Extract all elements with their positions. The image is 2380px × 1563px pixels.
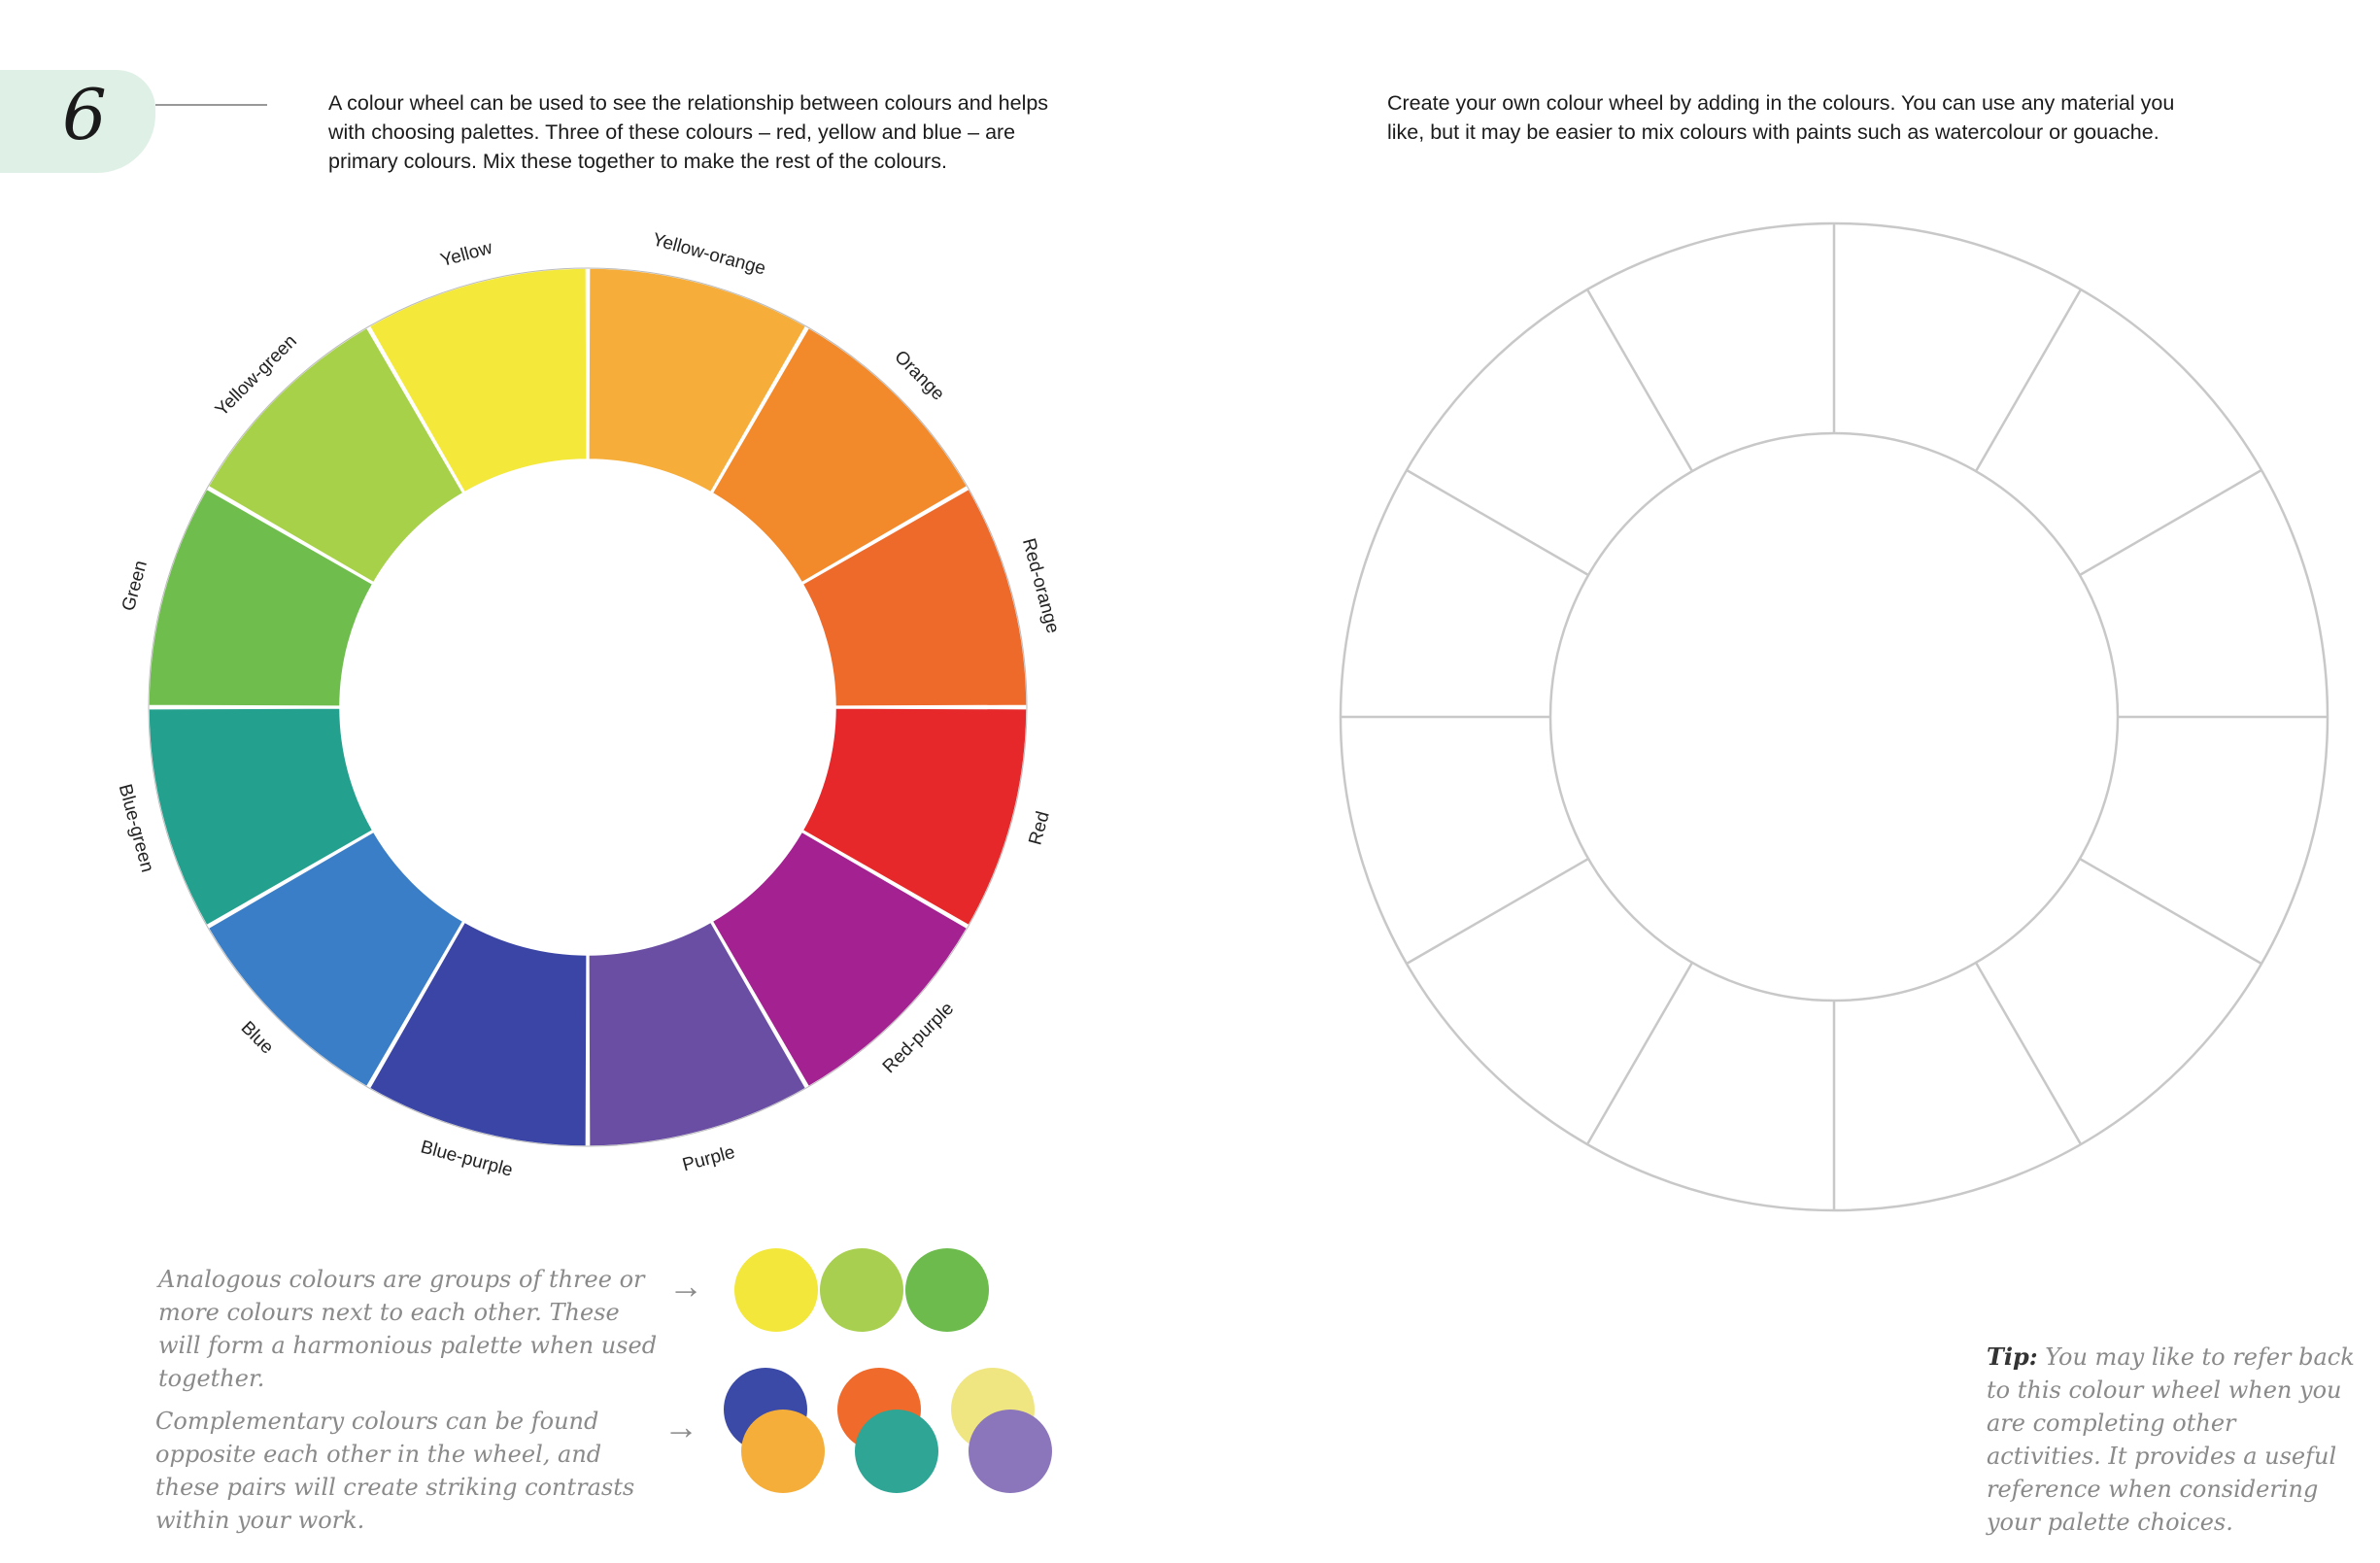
wheel-segment-red-purple: [711, 831, 969, 1088]
analogous-text: Analogous colours are groups of three or…: [158, 1266, 658, 1392]
blank-wheel-divider: [2079, 468, 2262, 577]
complementary-text: Complementary colours can be found oppos…: [155, 1408, 635, 1534]
wheel-label-orange: Orange: [890, 347, 948, 405]
wheel-segment-yellow-orange: [588, 267, 807, 493]
wheel-segment-blue-green: [148, 707, 374, 927]
wheel-label-blue-purple: Blue-purple: [419, 1137, 515, 1180]
complementary-swatches: [724, 1368, 1064, 1504]
wheel-label-purple: Purple: [680, 1142, 736, 1175]
left-intro-text: A colour wheel can be used to see the re…: [328, 91, 1049, 173]
wheel-segment-orange: [711, 326, 969, 584]
wheel-segment-purple: [588, 921, 807, 1147]
analogous-swatch: [734, 1248, 818, 1332]
right-intro-text: Create your own colour wheel by adding i…: [1387, 91, 2175, 144]
page-number: 6: [62, 74, 107, 155]
analogous-swatches: [734, 1248, 1006, 1341]
complementary-swatch-front: [855, 1410, 938, 1493]
wheel-segment-yellow: [368, 267, 588, 493]
blank-wheel-divider: [1974, 289, 2083, 472]
analogous-swatch: [905, 1248, 989, 1332]
analogous-swatch: [820, 1248, 903, 1332]
blank-wheel-divider: [1585, 962, 1694, 1145]
tip-text: You may like to refer back to this colou…: [1987, 1343, 2355, 1536]
wheel-label-red: Red: [1025, 809, 1053, 847]
wheel-segment-red-orange: [801, 488, 1028, 707]
blank-wheel-outer: [1339, 221, 2329, 1212]
blank-wheel-divider: [1974, 962, 2083, 1145]
wheel-segment-red: [801, 707, 1028, 927]
wheel-label-red-purple: Red-purple: [879, 999, 958, 1077]
blank-wheel-divider: [2079, 857, 2262, 966]
blank-wheel-divider: [1406, 468, 1589, 577]
complementary-swatch-front: [741, 1410, 825, 1493]
wheel-segment-yellow-green: [207, 326, 464, 584]
complementary-arrow: →: [663, 1407, 698, 1446]
wheel-outer-edge: [148, 267, 1028, 1147]
blank-wheel-divider: [1585, 289, 1694, 472]
blank-wheel-divider: [1406, 857, 1589, 966]
page-number-tab: [0, 70, 155, 173]
tip-box: Tip: You may like to refer back to this …: [1987, 1341, 2356, 1539]
wheel-segment-blue-purple: [368, 921, 588, 1147]
analogous-arrow: →: [668, 1266, 703, 1306]
wheel-label-yellow-green: Yellow-green: [212, 331, 301, 421]
wheel-segment-blue: [207, 831, 464, 1088]
wheel-label-red-orange: Red-orange: [1018, 536, 1063, 635]
blank-wheel-inner: [1548, 431, 2120, 1002]
wheel-segment-green: [148, 488, 374, 707]
wheel-label-yellow: Yellow: [438, 238, 494, 271]
wheel-label-blue: Blue: [237, 1018, 278, 1059]
page-number-rule: [155, 104, 267, 106]
tip-label: Tip:: [1987, 1342, 2038, 1371]
complementary-swatch-front: [969, 1410, 1052, 1493]
wheel-label-yellow-orange: Yellow-orange: [650, 229, 767, 279]
wheel-label-green: Green: [119, 559, 152, 613]
wheel-label-blue-green: Blue-green: [115, 782, 157, 874]
